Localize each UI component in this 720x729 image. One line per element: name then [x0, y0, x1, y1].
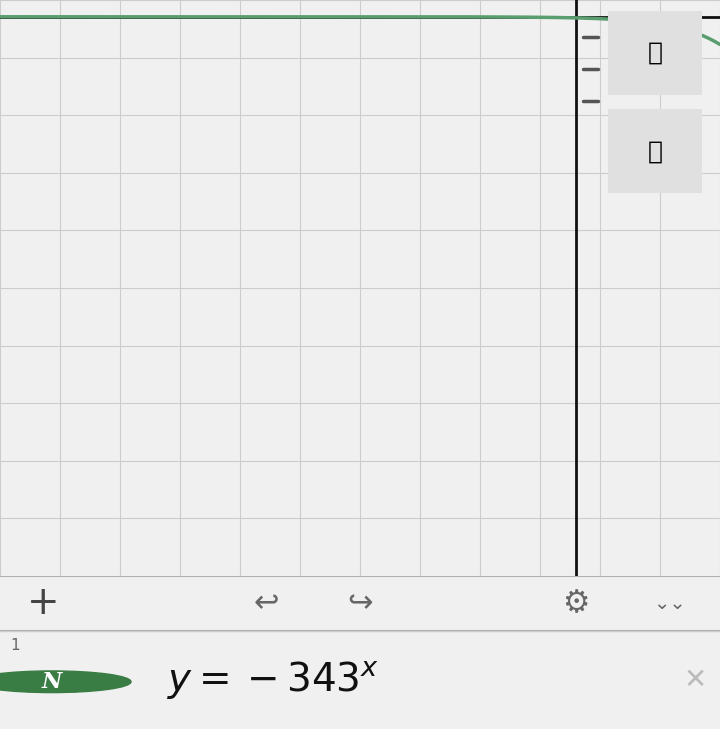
- Text: 🏠: 🏠: [648, 139, 662, 163]
- Text: 🔧: 🔧: [648, 41, 662, 65]
- Text: N: N: [42, 671, 62, 693]
- Text: 0: 0: [584, 0, 598, 4]
- Text: $y = -343^{x}$: $y = -343^{x}$: [168, 659, 379, 701]
- Text: 1: 1: [11, 639, 20, 653]
- FancyBboxPatch shape: [606, 9, 705, 97]
- Text: +: +: [27, 584, 60, 623]
- Text: ⌄⌄: ⌄⌄: [653, 593, 686, 613]
- Text: ↪: ↪: [347, 589, 373, 617]
- Circle shape: [0, 671, 131, 693]
- Text: -1: -1: [303, 0, 325, 4]
- Text: ↩: ↩: [253, 589, 279, 617]
- Text: ⚙: ⚙: [562, 589, 590, 617]
- FancyBboxPatch shape: [606, 107, 705, 195]
- Text: ✕: ✕: [683, 666, 706, 694]
